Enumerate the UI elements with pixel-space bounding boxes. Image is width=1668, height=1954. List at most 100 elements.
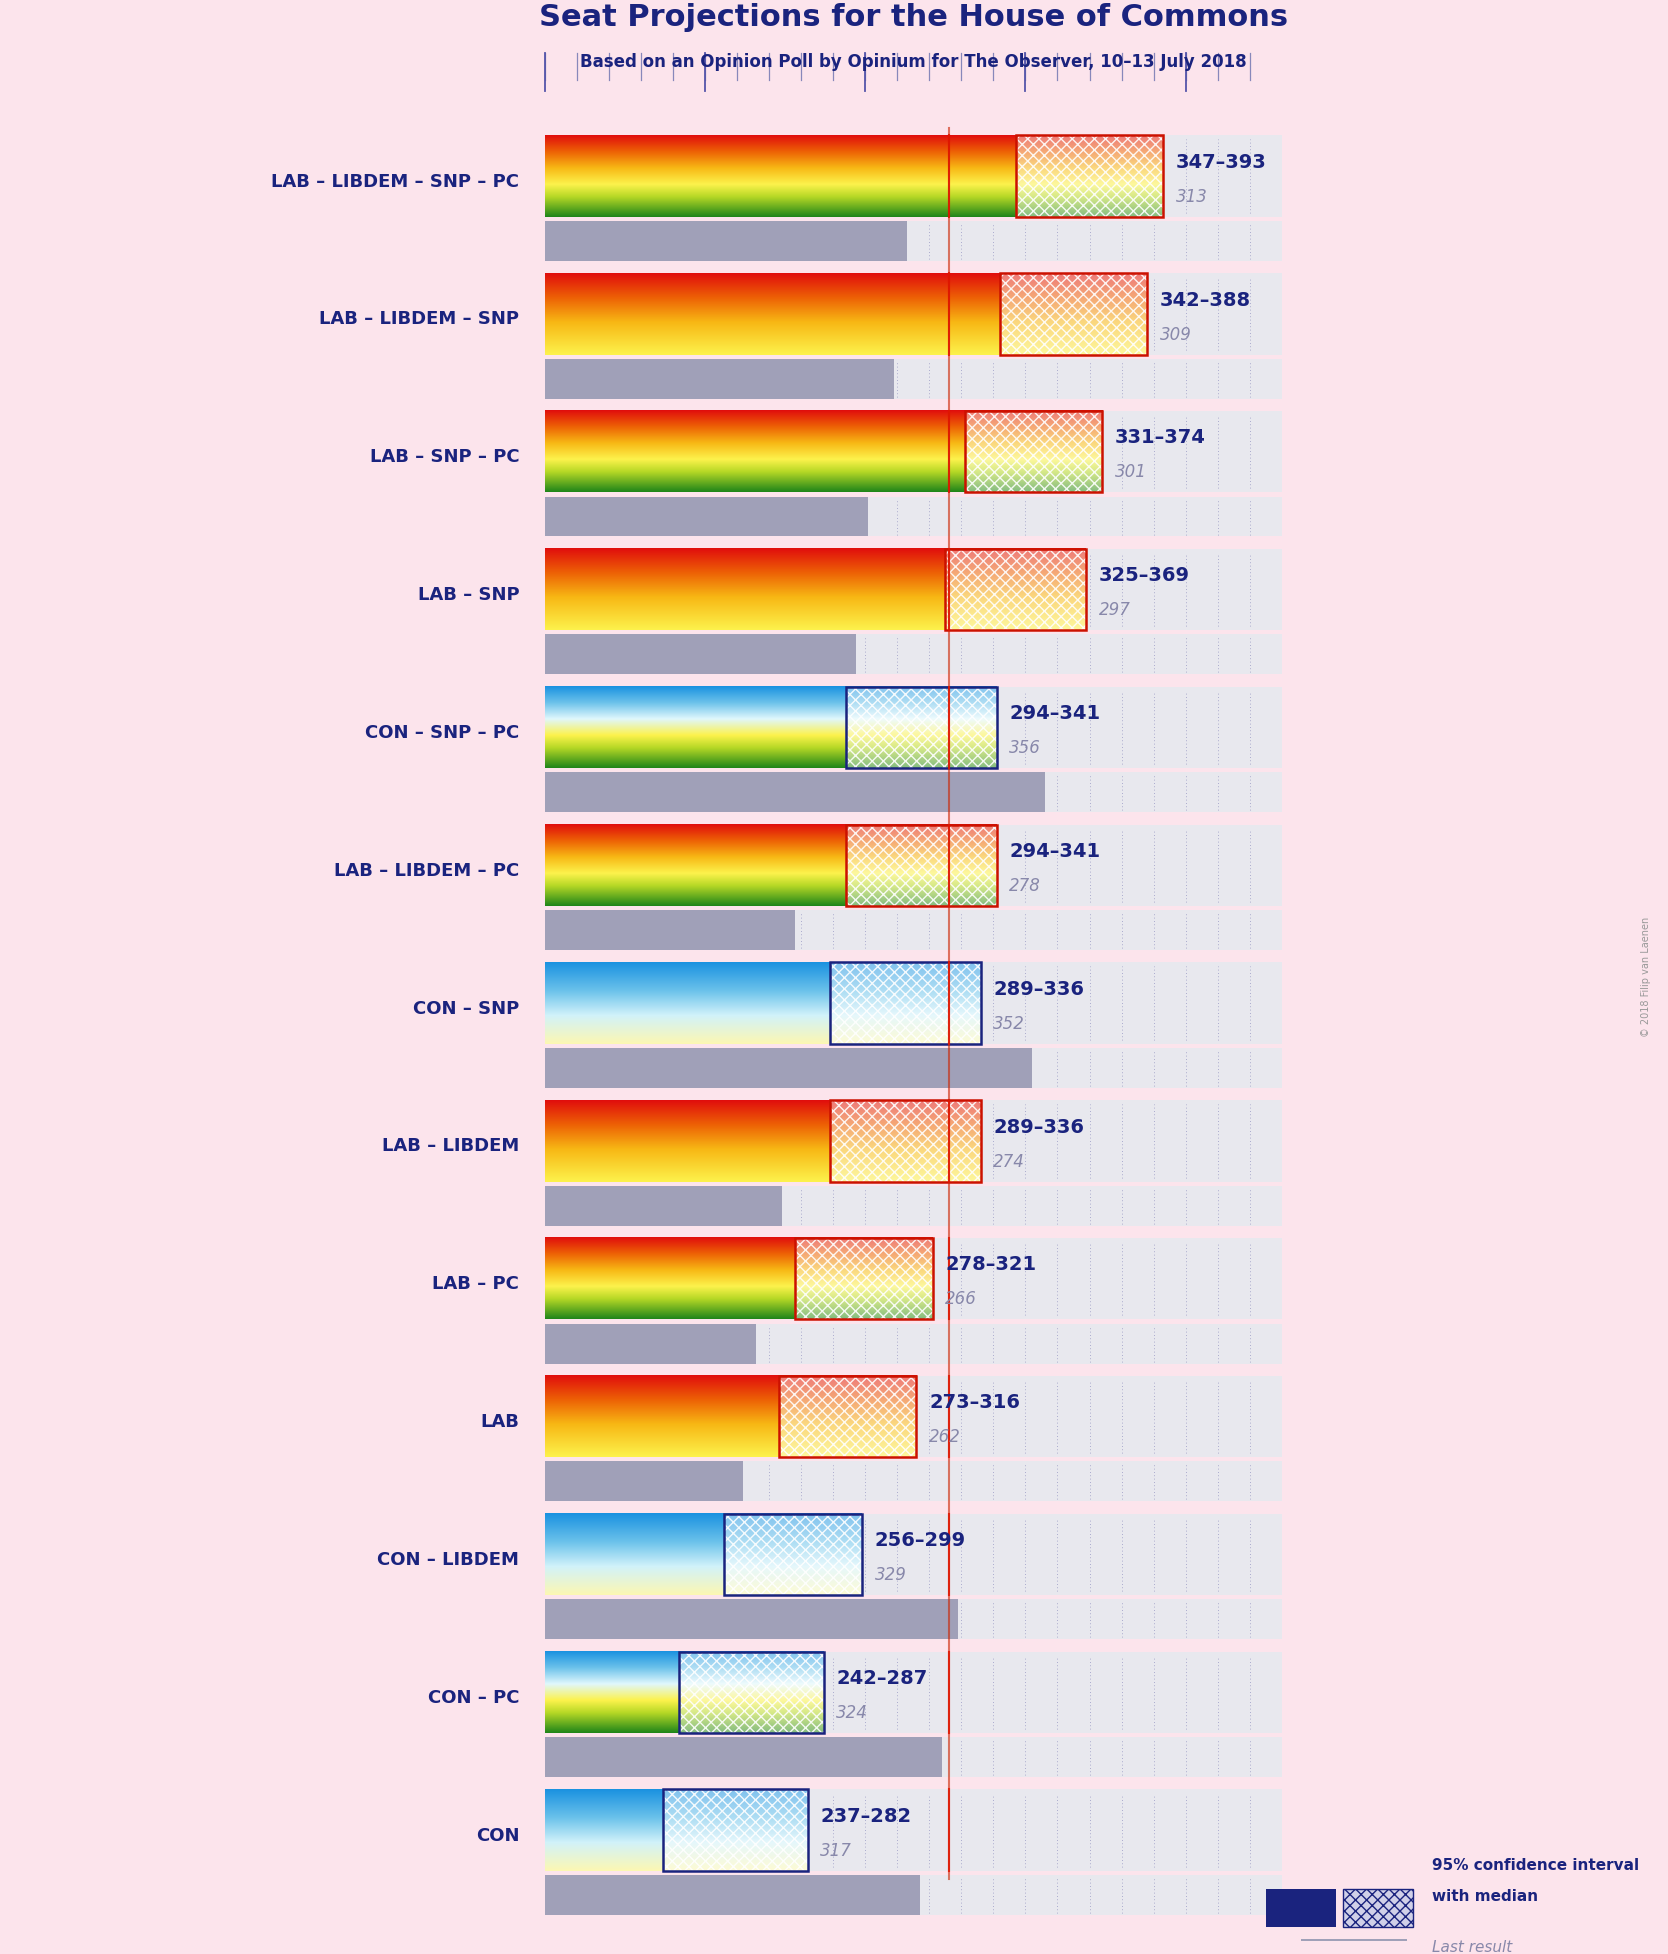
Bar: [545, 135, 1281, 217]
Text: Seat Projections for the House of Commons: Seat Projections for the House of Common…: [539, 4, 1288, 31]
Bar: [846, 825, 996, 907]
Bar: [724, 1514, 862, 1594]
Text: LAB: LAB: [480, 1413, 519, 1430]
Text: CON – SNP – PC: CON – SNP – PC: [365, 723, 519, 743]
Bar: [545, 360, 894, 399]
Bar: [794, 1239, 932, 1319]
Text: 297: 297: [1099, 602, 1131, 619]
Bar: [545, 1514, 1281, 1594]
Bar: [545, 1598, 957, 1639]
Bar: [999, 274, 1148, 354]
Bar: [846, 825, 996, 907]
Text: LAB – SNP – PC: LAB – SNP – PC: [370, 447, 519, 467]
Text: with median: with median: [1433, 1890, 1538, 1903]
Bar: [545, 963, 1281, 1043]
Bar: [664, 1790, 807, 1870]
Bar: [545, 1323, 756, 1364]
Bar: [964, 410, 1103, 492]
Bar: [946, 549, 1086, 631]
Text: 262: 262: [929, 1428, 961, 1446]
Bar: [1016, 135, 1163, 217]
Text: 309: 309: [1159, 326, 1193, 344]
Bar: [545, 825, 1281, 907]
Bar: [545, 635, 856, 674]
Bar: [545, 496, 869, 537]
Bar: [545, 221, 1281, 260]
Bar: [545, 1047, 1032, 1088]
Text: 95% confidence interval: 95% confidence interval: [1433, 1858, 1640, 1874]
Bar: [545, 772, 1281, 813]
Text: LAB – SNP: LAB – SNP: [417, 586, 519, 604]
Bar: [831, 963, 981, 1043]
Bar: [545, 1790, 1281, 1870]
Bar: [545, 686, 1281, 768]
Text: 317: 317: [821, 1843, 852, 1860]
Bar: [831, 963, 981, 1043]
Text: 237–282: 237–282: [821, 1807, 911, 1825]
Bar: [1301, 1938, 1406, 1954]
Text: 273–316: 273–316: [929, 1393, 1021, 1413]
Bar: [964, 410, 1103, 492]
Bar: [779, 1376, 916, 1458]
Bar: [664, 1790, 807, 1870]
Bar: [545, 1651, 1281, 1733]
Bar: [545, 496, 1281, 537]
Bar: [679, 1651, 824, 1733]
Bar: [831, 1100, 981, 1182]
Bar: [999, 274, 1148, 354]
Bar: [679, 1651, 824, 1733]
Bar: [1266, 1890, 1336, 1927]
Text: Based on an Opinion Poll by Opinium for The Observer, 10–13 July 2018: Based on an Opinion Poll by Opinium for …: [580, 53, 1246, 70]
Bar: [545, 1876, 1281, 1915]
Bar: [831, 1100, 981, 1182]
Bar: [545, 1376, 1281, 1458]
Bar: [724, 1514, 862, 1594]
Text: 274: 274: [994, 1153, 1026, 1170]
Text: 347–393: 347–393: [1176, 152, 1266, 172]
Bar: [545, 1876, 919, 1915]
Bar: [679, 1651, 824, 1733]
Text: CON – LIBDEM: CON – LIBDEM: [377, 1551, 519, 1569]
Text: 294–341: 294–341: [1009, 842, 1101, 862]
Bar: [545, 1186, 1281, 1225]
Text: 352: 352: [994, 1014, 1026, 1034]
Bar: [545, 221, 907, 260]
Text: 313: 313: [1176, 188, 1208, 205]
Bar: [545, 1239, 1281, 1319]
Bar: [946, 549, 1086, 631]
Bar: [545, 1186, 782, 1225]
Bar: [831, 963, 981, 1043]
Text: 301: 301: [1116, 463, 1148, 481]
Text: CON – SNP: CON – SNP: [414, 1000, 519, 1018]
Text: LAB – LIBDEM – PC: LAB – LIBDEM – PC: [334, 862, 519, 879]
Text: 331–374: 331–374: [1116, 428, 1206, 447]
Text: 289–336: 289–336: [994, 979, 1084, 998]
Bar: [964, 410, 1103, 492]
Text: LAB – LIBDEM – SNP – PC: LAB – LIBDEM – SNP – PC: [272, 172, 519, 191]
Text: CON – PC: CON – PC: [427, 1688, 519, 1706]
Bar: [545, 1737, 942, 1776]
Bar: [545, 1737, 1281, 1776]
Bar: [794, 1239, 932, 1319]
Bar: [846, 686, 996, 768]
Bar: [846, 686, 996, 768]
Bar: [545, 1462, 1281, 1501]
Bar: [779, 1376, 916, 1458]
Bar: [545, 911, 794, 950]
Bar: [999, 274, 1148, 354]
Text: 289–336: 289–336: [994, 1118, 1084, 1137]
Bar: [545, 549, 1281, 631]
Text: LAB – LIBDEM: LAB – LIBDEM: [382, 1137, 519, 1155]
Text: 278–321: 278–321: [946, 1256, 1036, 1274]
Bar: [545, 360, 1281, 399]
Bar: [1343, 1890, 1413, 1927]
Bar: [545, 1598, 1281, 1639]
Bar: [1016, 135, 1163, 217]
Text: CON: CON: [475, 1827, 519, 1845]
Bar: [664, 1790, 807, 1870]
Bar: [545, 772, 1044, 813]
Text: LAB – LIBDEM – SNP: LAB – LIBDEM – SNP: [319, 311, 519, 328]
Text: 242–287: 242–287: [836, 1669, 927, 1688]
Text: LAB – PC: LAB – PC: [432, 1276, 519, 1294]
Text: 278: 278: [1009, 877, 1041, 895]
